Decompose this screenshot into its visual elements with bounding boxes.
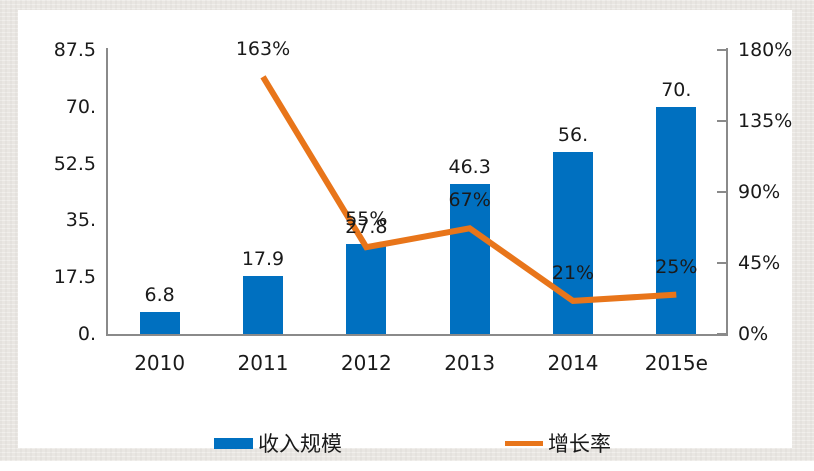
bar-2014 <box>553 152 593 334</box>
y-tick-label-left: 87.5 <box>53 39 96 61</box>
y-tick-label-right: 45% <box>738 252 781 274</box>
x-tick-label: 2011 <box>237 351 289 375</box>
line-label: 163% <box>235 37 291 60</box>
x-tick-label: 2012 <box>340 351 392 375</box>
y-tick-label-right: 90% <box>738 181 781 203</box>
bar-label: 6.8 <box>144 283 175 306</box>
y-tick-mark-right <box>717 333 726 335</box>
bar-2010 <box>139 311 180 334</box>
bar-label: 27.8 <box>345 215 388 238</box>
bar-2012 <box>346 243 387 334</box>
y-tick-label-left: 35. <box>65 209 96 232</box>
legend-item-growth: 增长率 <box>505 430 611 456</box>
bar-2011 <box>243 275 283 334</box>
legend-label-revenue: 收入规模 <box>258 432 342 456</box>
x-tick-label: 2014 <box>547 351 599 375</box>
bar-legend-swatch <box>214 437 253 449</box>
y-tick-label-left: 70. <box>65 95 96 118</box>
y-tick-mark-right <box>717 191 726 193</box>
y-tick-label-left: 0. <box>77 323 96 345</box>
left-axis-line <box>106 48 108 336</box>
line-label: 55% <box>345 208 388 231</box>
legend-label-growth: 增长率 <box>548 432 611 456</box>
bar-label: 17.9 <box>241 247 285 270</box>
bar-label: 56. <box>557 124 589 147</box>
y-tick-label-left: 52.5 <box>53 152 96 175</box>
chart-canvas: 87.5 70. 52.5 35. 17.5 0. 180% 135% 90% 45% 0% 20… <box>18 10 792 456</box>
x-tick-label: 2010 <box>134 351 186 375</box>
y-tick-label-right: 0% <box>738 323 769 345</box>
y-tick-label-left: 17.5 <box>53 266 96 289</box>
line-label: 67% <box>448 189 491 212</box>
line-label: 21% <box>551 261 595 284</box>
x-tick-label: 2015e <box>644 351 708 375</box>
bar-2015e <box>656 106 697 334</box>
line-legend-swatch <box>505 440 543 446</box>
y-tick-mark-right <box>717 262 726 264</box>
line-label: 25% <box>655 255 698 278</box>
legend-item-revenue: 收入规模 <box>214 430 342 456</box>
right-axis-line <box>726 48 728 336</box>
x-axis-line <box>106 334 728 336</box>
bar-label: 46.3 <box>448 155 491 178</box>
y-tick-label-right: 135% <box>738 110 793 132</box>
y-tick-mark-right <box>717 120 726 122</box>
y-tick-mark-right <box>717 49 726 51</box>
x-tick-label: 2013 <box>444 351 496 375</box>
chart-page-background: 87.5 70. 52.5 35. 17.5 0. 180% 135% 90% 45% 0% 20… <box>0 0 814 461</box>
bar-label: 70. <box>661 78 692 101</box>
y-tick-label-right: 180% <box>738 39 793 61</box>
